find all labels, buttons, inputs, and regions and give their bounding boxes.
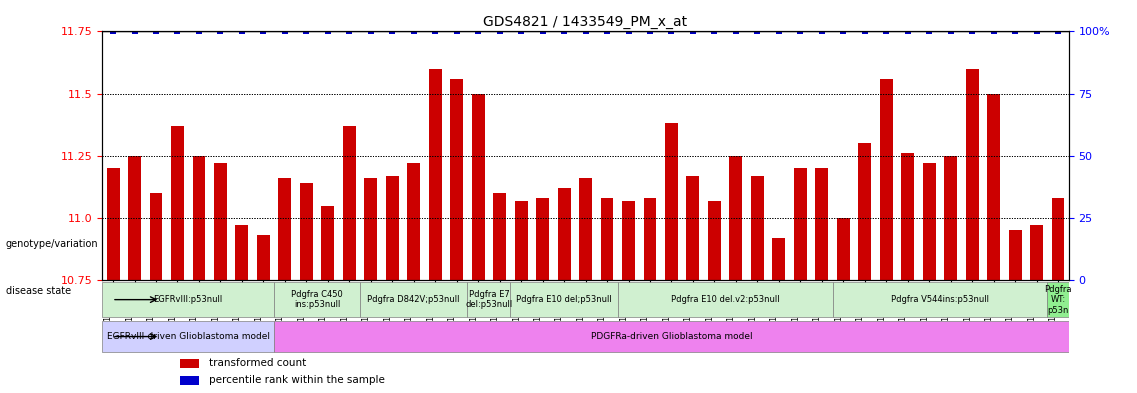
Bar xyxy=(730,156,742,280)
Bar xyxy=(450,79,463,280)
Bar xyxy=(622,200,634,280)
Bar xyxy=(322,206,334,280)
Text: Pdgfra
WT:
p53n: Pdgfra WT: p53n xyxy=(1044,285,1072,314)
Bar xyxy=(750,176,764,280)
Bar xyxy=(965,69,979,280)
Bar xyxy=(1009,230,1021,280)
Bar xyxy=(472,94,484,280)
Bar xyxy=(192,156,206,280)
Bar xyxy=(343,126,356,280)
Bar xyxy=(150,193,163,280)
Bar xyxy=(579,178,592,280)
Bar xyxy=(1052,198,1064,280)
Text: EGFRvIII-driven Glioblastoma model: EGFRvIII-driven Glioblastoma model xyxy=(107,332,269,341)
Text: PDGFRa-driven Glioblastoma model: PDGFRa-driven Glioblastoma model xyxy=(590,332,753,341)
Bar xyxy=(708,200,721,280)
Text: Pdgfra E10 del;p53null: Pdgfra E10 del;p53null xyxy=(516,295,612,304)
Bar xyxy=(214,163,227,280)
FancyBboxPatch shape xyxy=(360,282,467,317)
Bar xyxy=(300,183,313,280)
Bar xyxy=(180,376,199,385)
FancyBboxPatch shape xyxy=(102,321,274,352)
Text: disease state: disease state xyxy=(6,286,70,296)
Text: genotype/variation: genotype/variation xyxy=(6,239,98,249)
Text: Pdgfra E10 del.v2:p53null: Pdgfra E10 del.v2:p53null xyxy=(671,295,780,304)
Bar xyxy=(180,359,199,368)
FancyBboxPatch shape xyxy=(467,282,511,317)
Bar xyxy=(665,123,678,280)
Bar xyxy=(385,176,399,280)
FancyBboxPatch shape xyxy=(617,282,832,317)
Bar xyxy=(279,178,291,280)
Bar xyxy=(364,178,377,280)
Bar xyxy=(858,143,871,280)
Bar xyxy=(644,198,656,280)
Bar xyxy=(902,153,914,280)
Title: GDS4821 / 1433549_PM_x_at: GDS4821 / 1433549_PM_x_at xyxy=(483,15,688,29)
FancyBboxPatch shape xyxy=(102,282,274,317)
Bar xyxy=(794,168,807,280)
Text: Pdgfra C450
ins:p53null: Pdgfra C450 ins:p53null xyxy=(291,290,343,309)
FancyBboxPatch shape xyxy=(1047,282,1069,317)
Bar xyxy=(235,226,248,280)
Bar xyxy=(171,126,184,280)
Text: transformed count: transformed count xyxy=(209,358,306,368)
Bar xyxy=(987,94,1001,280)
FancyBboxPatch shape xyxy=(274,282,360,317)
Bar xyxy=(515,200,528,280)
Bar xyxy=(537,198,549,280)
Bar xyxy=(687,176,699,280)
Bar xyxy=(557,188,571,280)
FancyBboxPatch shape xyxy=(832,282,1047,317)
Bar xyxy=(257,235,269,280)
Text: Pdgfra D842V;p53null: Pdgfra D842V;p53null xyxy=(367,295,460,304)
Bar xyxy=(128,156,141,280)
Bar xyxy=(880,79,893,280)
Bar xyxy=(772,238,786,280)
Bar xyxy=(815,168,828,280)
FancyBboxPatch shape xyxy=(511,282,617,317)
Bar xyxy=(837,218,849,280)
Bar xyxy=(944,156,957,280)
Text: Pdgfra E7
del:p53null: Pdgfra E7 del:p53null xyxy=(465,290,513,309)
Bar xyxy=(493,193,506,280)
Bar xyxy=(1030,226,1043,280)
Bar xyxy=(429,69,441,280)
Text: EGFRvIII:p53null: EGFRvIII:p53null xyxy=(153,295,223,304)
Bar xyxy=(923,163,936,280)
Text: Pdgfra V544ins:p53null: Pdgfra V544ins:p53null xyxy=(891,295,989,304)
Text: percentile rank within the sample: percentile rank within the sample xyxy=(209,375,384,386)
Bar xyxy=(407,163,421,280)
FancyBboxPatch shape xyxy=(274,321,1069,352)
Bar xyxy=(600,198,614,280)
Bar xyxy=(107,168,119,280)
